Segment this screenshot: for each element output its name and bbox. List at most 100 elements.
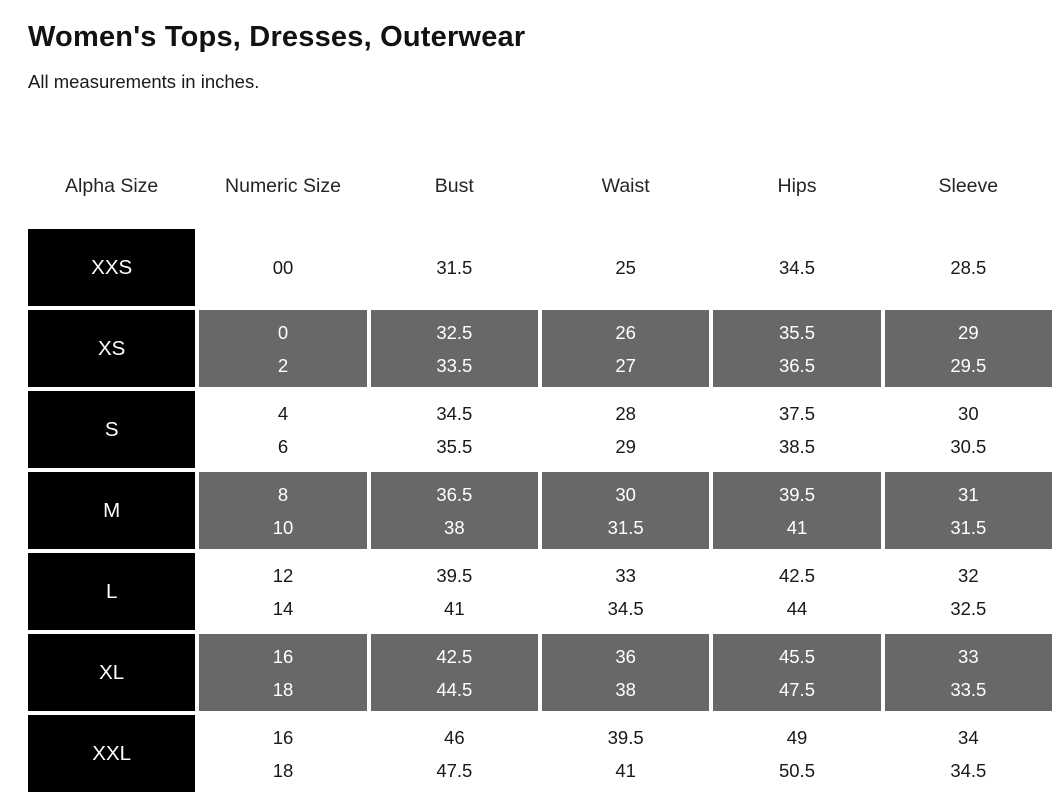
measurement-value: 42.5 (436, 645, 473, 667)
alpha-size-cell-xl: XL (28, 634, 196, 711)
cell-xl-sleeve: 33 33.5 (884, 634, 1052, 711)
measurement-value: 32.5 (436, 321, 473, 343)
measurement-value: 44 (786, 597, 808, 619)
measurement-value: 34.5 (778, 257, 815, 278)
measurement-value: 00 (272, 257, 294, 278)
measurement-value: 12 (272, 564, 294, 586)
cell-m-numeric: 8 10 (199, 472, 367, 549)
measurement-value: 49 (786, 726, 808, 748)
measurement-value: 18 (272, 759, 294, 781)
measurement-value: 29 (958, 321, 979, 343)
alpha-size-cell-l: L (28, 553, 196, 630)
cell-xs-hips: 35.5 36.5 (713, 310, 881, 387)
alpha-size-cell-xxl: XXL (28, 715, 196, 792)
measurement-value: 31 (958, 483, 979, 505)
cell-xs-bust: 32.5 33.5 (370, 310, 538, 387)
measurement-value: 0 (277, 321, 289, 343)
cell-xxl-sleeve: 34 34.5 (885, 715, 1052, 792)
measurement-value: 36.5 (436, 483, 473, 505)
cell-xxl-hips: 49 50.5 (713, 715, 880, 792)
measurement-value: 34.5 (950, 759, 987, 781)
size-chart-table: Alpha Size Numeric Size Bust Waist Hips Sleev… (28, 148, 1052, 792)
measurement-value: 27 (615, 354, 636, 376)
measurement-value: 41 (786, 516, 808, 538)
cell-xxl-numeric: 16 18 (199, 715, 366, 792)
measurement-value: 47.5 (436, 759, 473, 781)
measurement-value: 29.5 (950, 354, 987, 376)
measurement-value: 18 (272, 678, 294, 700)
cell-l-hips: 42.5 44 (713, 553, 880, 630)
page-title: Women's Tops, Dresses, Outerwear (28, 21, 526, 53)
cell-xxs-waist: 25 (542, 229, 709, 306)
cell-m-waist: 30 31.5 (541, 472, 710, 549)
measurement-value: 46 (444, 726, 465, 748)
measurement-value: 50.5 (778, 759, 815, 781)
measurement-value: 6 (277, 435, 289, 457)
cell-xxs-bust: 31.5 (371, 229, 538, 306)
cell-m-bust: 36.5 38 (370, 472, 538, 549)
cell-xxl-bust: 46 47.5 (371, 715, 538, 792)
cell-xl-waist: 36 38 (541, 634, 710, 711)
measurement-value: 14 (272, 597, 294, 619)
measurement-value: 38.5 (778, 435, 815, 457)
cell-xxl-waist: 39.5 41 (542, 715, 709, 792)
measurement-value: 41 (444, 597, 465, 619)
measurement-value: 25 (615, 257, 636, 278)
measurement-value: 16 (272, 726, 294, 748)
cell-s-sleeve: 30 30.5 (885, 391, 1052, 468)
column-header-alpha-size: Alpha Size (65, 175, 159, 197)
measurement-value: 30.5 (950, 435, 987, 457)
cell-l-numeric: 12 14 (199, 553, 366, 630)
column-header-numeric-size: Numeric Size (225, 175, 341, 197)
measurement-value: 30 (615, 483, 636, 505)
column-header-hips: Hips (777, 175, 817, 197)
cell-xxs-sleeve: 28.5 (885, 229, 1052, 306)
cell-s-waist: 28 29 (542, 391, 709, 468)
measurement-value: 28 (615, 402, 636, 424)
measurement-value: 34.5 (436, 402, 473, 424)
measurement-value: 41 (615, 759, 636, 781)
measurement-value: 28.5 (950, 257, 987, 278)
measurement-value: 33.5 (436, 354, 473, 376)
measurement-value: 16 (272, 645, 294, 667)
alpha-size-cell-xs: XS (28, 310, 196, 387)
cell-xl-bust: 42.5 44.5 (370, 634, 538, 711)
measurement-value: 32.5 (950, 597, 987, 619)
measurement-value: 33.5 (950, 678, 987, 700)
measurement-value: 30 (958, 402, 979, 424)
cell-xs-sleeve: 29 29.5 (884, 310, 1052, 387)
page-subtitle: All measurements in inches. (28, 71, 260, 92)
measurement-value: 32 (958, 564, 979, 586)
measurement-value: 31.5 (607, 516, 644, 538)
cell-s-bust: 34.5 35.5 (371, 391, 538, 468)
cell-l-bust: 39.5 41 (371, 553, 538, 630)
alpha-size-cell-m: M (28, 472, 196, 549)
cell-xxs-hips: 34.5 (713, 229, 880, 306)
cell-s-hips: 37.5 38.5 (713, 391, 880, 468)
measurement-value: 44.5 (436, 678, 473, 700)
measurement-value: 38 (615, 678, 636, 700)
measurement-value: 36.5 (778, 354, 815, 376)
cell-l-sleeve: 32 32.5 (885, 553, 1052, 630)
measurement-value: 34.5 (607, 597, 644, 619)
measurement-value: 10 (272, 516, 294, 538)
alpha-size-cell-xxs: XXS (28, 229, 196, 306)
measurement-value: 31.5 (436, 257, 473, 278)
column-header-waist: Waist (601, 175, 650, 197)
cell-l-waist: 33 34.5 (542, 553, 709, 630)
measurement-value: 34 (958, 726, 979, 748)
measurement-value: 33 (615, 564, 636, 586)
column-header-bust: Bust (434, 175, 474, 197)
measurement-value: 45.5 (778, 645, 815, 667)
measurement-value: 39.5 (607, 726, 644, 748)
measurement-value: 35.5 (436, 435, 473, 457)
measurement-value: 37.5 (778, 402, 815, 424)
measurement-value: 26 (615, 321, 636, 343)
alpha-size-cell-s: S (28, 391, 196, 468)
cell-xs-waist: 26 27 (541, 310, 710, 387)
cell-m-sleeve: 31 31.5 (884, 472, 1052, 549)
cell-m-hips: 39.5 41 (713, 472, 881, 549)
